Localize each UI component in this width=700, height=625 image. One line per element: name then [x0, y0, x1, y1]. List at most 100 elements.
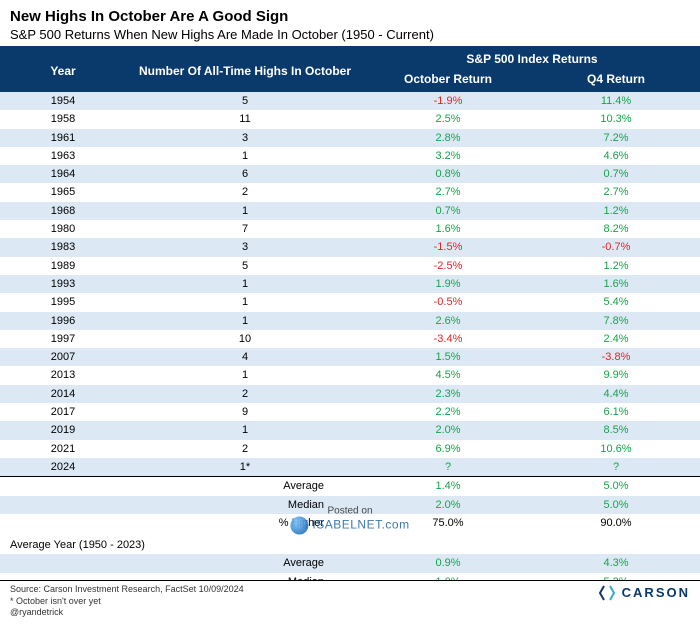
cell-year: 1996: [0, 312, 126, 330]
cell-oct: 1.6%: [364, 220, 532, 238]
cell-year: 1963: [0, 147, 126, 165]
summary-oct: 1.4%: [364, 477, 532, 496]
summary-label: Average: [126, 477, 364, 496]
cell-q4: -3.8%: [532, 348, 700, 366]
cell-highs: 2: [126, 440, 364, 458]
cell-highs: 11: [126, 110, 364, 128]
brand-logo: CARSON: [598, 584, 690, 602]
table-row: 201912.0%8.5%: [0, 421, 700, 439]
summary-blank: [0, 477, 126, 496]
cell-year: 1968: [0, 202, 126, 220]
cell-year: 1989: [0, 257, 126, 275]
table-row: 20241*??: [0, 458, 700, 477]
cell-oct: 1.5%: [364, 348, 532, 366]
cell-year: 2021: [0, 440, 126, 458]
cell-year: 2024: [0, 458, 126, 477]
cell-oct: 2.0%: [364, 421, 532, 439]
table-row: 19951-0.5%5.4%: [0, 293, 700, 311]
cell-oct: -1.9%: [364, 92, 532, 110]
cell-year: 1983: [0, 238, 126, 256]
cell-q4: 11.4%: [532, 92, 700, 110]
cell-q4: ?: [532, 458, 700, 477]
table-row: 198071.6%8.2%: [0, 220, 700, 238]
summary-row: Average0.9%4.3%: [0, 554, 700, 572]
cell-q4: 1.6%: [532, 275, 700, 293]
summary-q4: 5.0%: [532, 496, 700, 514]
cell-oct: 2.7%: [364, 183, 532, 201]
cell-highs: 4: [126, 348, 364, 366]
footer: Source: Carson Investment Research, Fact…: [0, 580, 700, 621]
cell-oct: ?: [364, 458, 532, 477]
cell-oct: 2.8%: [364, 129, 532, 147]
returns-table: Year Number Of All-Time Highs In October…: [0, 46, 700, 609]
cell-oct: 0.7%: [364, 202, 532, 220]
footer-note: * October isn't over yet: [10, 596, 244, 608]
cell-q4: 10.6%: [532, 440, 700, 458]
cell-highs: 3: [126, 238, 364, 256]
summary-label: Median: [126, 496, 364, 514]
cell-oct: -1.5%: [364, 238, 532, 256]
cell-year: 2013: [0, 366, 126, 384]
cell-q4: 4.4%: [532, 385, 700, 403]
footer-handle: @ryandetrick: [10, 607, 244, 619]
summary-blank: [0, 554, 126, 572]
table-row: 196810.7%1.2%: [0, 202, 700, 220]
cell-year: 1980: [0, 220, 126, 238]
col-header-oct: October Return: [364, 69, 532, 92]
table-row: 201422.3%4.4%: [0, 385, 700, 403]
summary-label: % Higher: [126, 514, 364, 532]
summary-oct: 2.0%: [364, 496, 532, 514]
cell-highs: 1*: [126, 458, 364, 477]
table-row: 200741.5%-3.8%: [0, 348, 700, 366]
col-header-spanner: S&P 500 Index Returns: [364, 46, 700, 69]
cell-oct: 2.5%: [364, 110, 532, 128]
carson-logo-icon: [598, 584, 616, 602]
cell-highs: 2: [126, 385, 364, 403]
summary-oct: 75.0%: [364, 514, 532, 532]
table-row: 19895-2.5%1.2%: [0, 257, 700, 275]
cell-highs: 1: [126, 147, 364, 165]
cell-oct: 0.8%: [364, 165, 532, 183]
cell-q4: 2.7%: [532, 183, 700, 201]
cell-q4: 6.1%: [532, 403, 700, 421]
col-header-year: Year: [0, 46, 126, 92]
cell-oct: -0.5%: [364, 293, 532, 311]
cell-year: 2007: [0, 348, 126, 366]
cell-q4: 2.4%: [532, 330, 700, 348]
cell-highs: 1: [126, 366, 364, 384]
col-header-q4: Q4 Return: [532, 69, 700, 92]
cell-q4: -0.7%: [532, 238, 700, 256]
footer-source: Source: Carson Investment Research, Fact…: [10, 584, 244, 596]
cell-highs: 1: [126, 293, 364, 311]
summary-blank: [0, 496, 126, 514]
cell-q4: 1.2%: [532, 202, 700, 220]
summary-q4: 5.0%: [532, 477, 700, 496]
table-row: 196313.2%4.6%: [0, 147, 700, 165]
table-row: 196132.8%7.2%: [0, 129, 700, 147]
table-row: 1958112.5%10.3%: [0, 110, 700, 128]
summary-label: Average: [126, 554, 364, 572]
chart-subtitle: S&P 500 Returns When New Highs Are Made …: [10, 27, 690, 42]
cell-oct: -2.5%: [364, 257, 532, 275]
cell-oct: 1.9%: [364, 275, 532, 293]
col-header-highs: Number Of All-Time Highs In October: [126, 46, 364, 92]
cell-highs: 2: [126, 183, 364, 201]
summary-oct: 0.9%: [364, 554, 532, 572]
cell-year: 1958: [0, 110, 126, 128]
table-row: 199710-3.4%2.4%: [0, 330, 700, 348]
cell-oct: -3.4%: [364, 330, 532, 348]
summary-row: % Higher75.0%90.0%: [0, 514, 700, 532]
cell-q4: 9.9%: [532, 366, 700, 384]
cell-highs: 5: [126, 257, 364, 275]
cell-oct: 2.3%: [364, 385, 532, 403]
cell-q4: 7.8%: [532, 312, 700, 330]
cell-q4: 8.2%: [532, 220, 700, 238]
cell-year: 1964: [0, 165, 126, 183]
cell-highs: 9: [126, 403, 364, 421]
cell-year: 1965: [0, 183, 126, 201]
summary-row: Average1.4%5.0%: [0, 477, 700, 496]
cell-year: 2014: [0, 385, 126, 403]
cell-highs: 7: [126, 220, 364, 238]
cell-q4: 1.2%: [532, 257, 700, 275]
cell-highs: 1: [126, 421, 364, 439]
